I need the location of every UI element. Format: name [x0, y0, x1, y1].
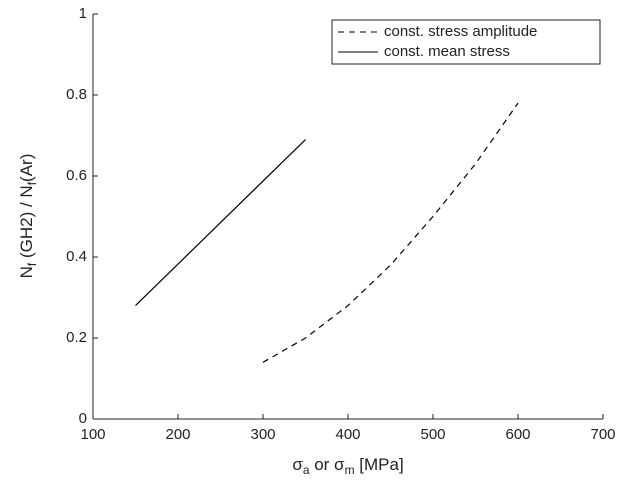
legend-box: [331, 19, 601, 65]
label-part: or σ: [310, 455, 346, 474]
label-sub: f: [25, 181, 39, 185]
label-part: N: [17, 266, 36, 278]
y-tick-label: 1: [79, 5, 87, 22]
x-tick-label: 100: [80, 426, 105, 443]
label-sub: m: [345, 463, 355, 477]
y-tick-label: 0.2: [66, 329, 87, 346]
y-tick-label: 0: [79, 410, 87, 427]
legend-label: const. stress amplitude: [384, 23, 537, 40]
legend-label: const. mean stress: [384, 43, 510, 60]
series-line: [135, 139, 306, 307]
x-tick-label: 500: [420, 426, 445, 443]
y-tick-label: 0.4: [66, 248, 87, 265]
series-line: [262, 102, 519, 363]
label-part: σ: [292, 455, 303, 474]
y-axis-label: Nf (GH2) / Nf(Ar): [17, 154, 39, 279]
y-tick-label: 0.8: [66, 86, 87, 103]
label-part: (Ar): [17, 154, 36, 182]
x-tick-label: 200: [165, 426, 190, 443]
x-tick-label: 600: [505, 426, 530, 443]
x-axis-label: σa or σm [MPa]: [292, 455, 403, 477]
label-part: (GH2) / N: [17, 185, 36, 262]
x-tick-label: 300: [250, 426, 275, 443]
label-part: [MPa]: [355, 455, 404, 474]
x-tick-label: 700: [590, 426, 615, 443]
label-sub: a: [303, 463, 310, 477]
label-sub: f: [25, 262, 39, 266]
y-tick-label: 0.6: [66, 167, 87, 184]
x-tick-label: 400: [335, 426, 360, 443]
